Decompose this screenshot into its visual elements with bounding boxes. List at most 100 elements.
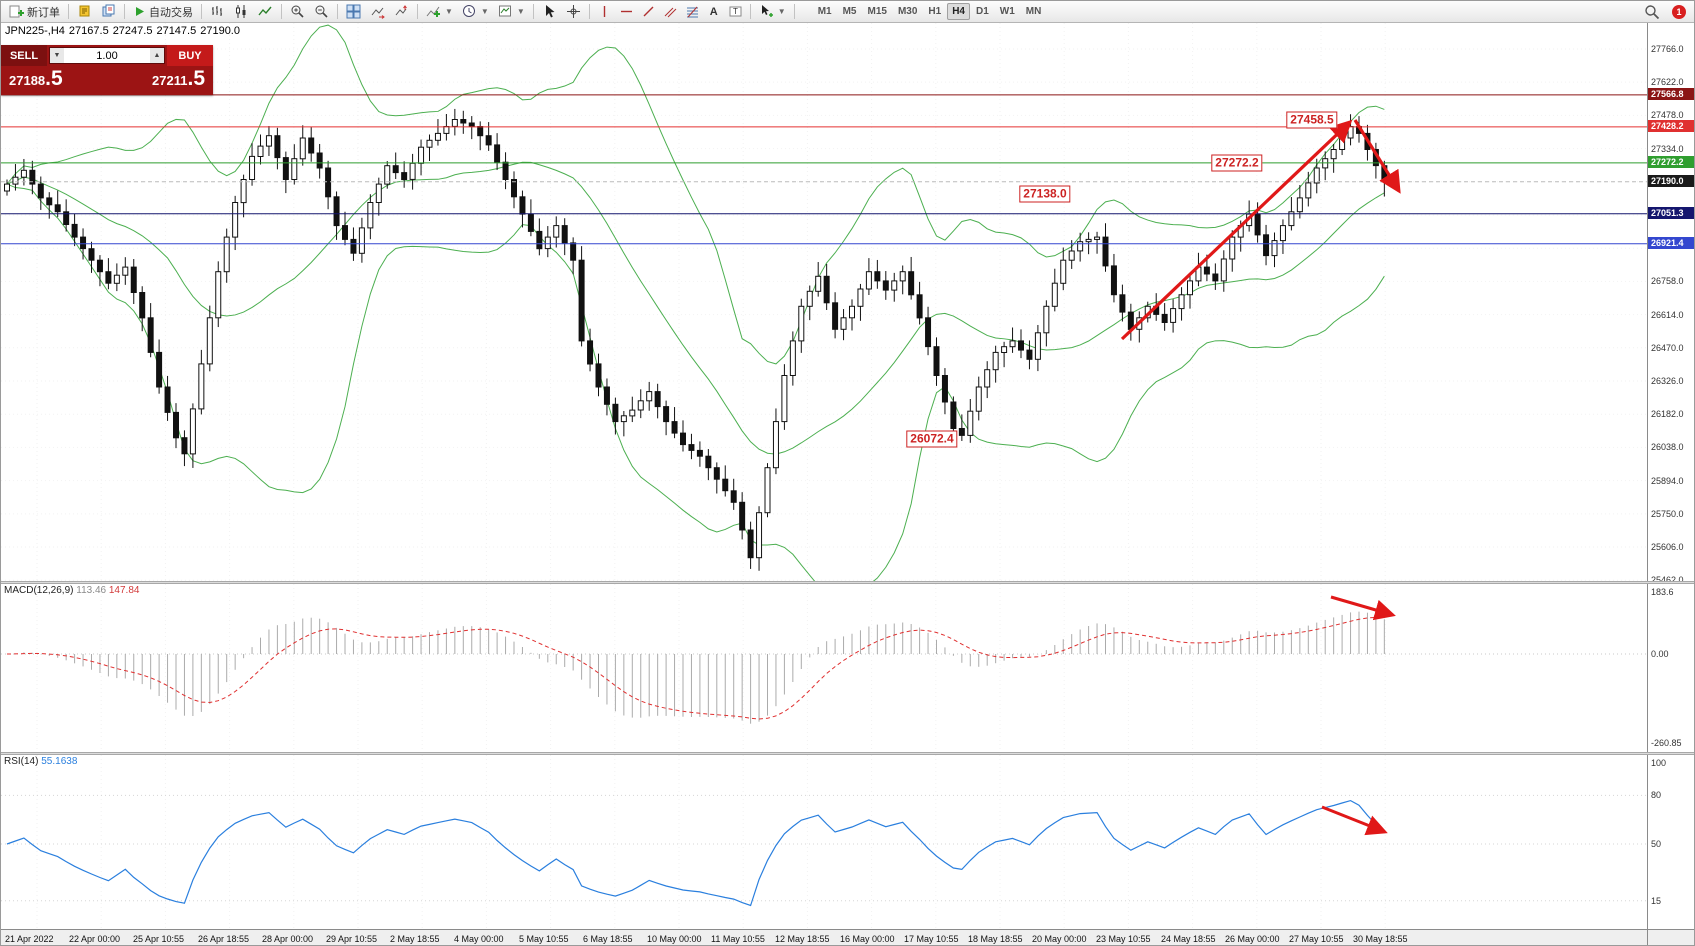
crosshair-button[interactable] (562, 3, 585, 21)
time-axis[interactable]: 21 Apr 2022 22 Apr 00:00 25 Apr 10:55 26 Ap… (1, 929, 1694, 945)
bollinger-middle (6, 161, 1385, 455)
tile-windows-icon (346, 4, 361, 19)
label-button[interactable]: T (725, 3, 746, 21)
timeframe-m15-button[interactable]: M15 (867, 6, 887, 17)
toolbar-separator (281, 4, 282, 19)
bollinger-upper (6, 24, 1385, 365)
time-label: 27 May 10:55 (1289, 934, 1344, 944)
search-button[interactable] (1640, 3, 1664, 21)
main-price-axis: 27766.0 27622.0 27478.0 27334.0 26758.0 26614… (1647, 23, 1694, 585)
price-annotation[interactable]: 27458.5 (1286, 111, 1338, 129)
vertical-line-icon (603, 6, 605, 17)
tile-windows-button[interactable] (342, 3, 365, 21)
price-axis-label: 25894.0 (1651, 476, 1684, 486)
timeframe-m5-button[interactable]: M5 (842, 6, 857, 17)
periods-clock-icon (462, 5, 475, 17)
main-chart-panel: 27458.5 27272.2 27138.0 26072.4 JPN225-,H4 2… (1, 23, 1694, 585)
time-label: 22 Apr 00:00 (69, 934, 121, 944)
panel-splitter[interactable] (1, 581, 1694, 584)
rsi-axis: 100 80 50 15 (1647, 755, 1694, 929)
price-axis-label: 26182.0 (1651, 409, 1684, 419)
dropdown-caret-icon: ▼ (777, 7, 786, 16)
candlestick-chart-icon (236, 5, 246, 18)
fibonacci-icon (686, 6, 698, 18)
price-axis-label: 25606.0 (1651, 542, 1684, 552)
price-annotation[interactable]: 26072.4 (906, 430, 958, 448)
buy-button[interactable]: BUY (167, 45, 213, 66)
rsi-canvas (1, 755, 1647, 929)
text-button[interactable]: A (709, 5, 718, 18)
cursor-icon (545, 5, 555, 18)
label-icon: T (729, 6, 742, 17)
svg-text:T: T (733, 7, 738, 16)
indicators-button[interactable]: ▼ (422, 3, 457, 21)
periods-button[interactable]: ▼ (458, 3, 493, 21)
price-annotation[interactable]: 27138.0 (1019, 185, 1071, 203)
main-chart-plot[interactable] (1, 23, 1647, 581)
timeframe-m30-button[interactable]: M30 (897, 6, 918, 17)
macd-axis: 183.6 0.00 -260.85 (1647, 584, 1694, 752)
templates-button[interactable]: ▼ (494, 3, 529, 21)
horizontal-line-button[interactable] (616, 3, 637, 21)
toolbar-separator (749, 4, 751, 19)
timeframe-h1-button[interactable]: H1 (928, 6, 942, 17)
autotrade-play-icon (136, 7, 144, 16)
volume-input[interactable] (64, 48, 150, 63)
bar-chart-button[interactable] (206, 3, 229, 21)
time-label: 28 Apr 00:00 (262, 934, 314, 944)
channel-button[interactable] (660, 3, 681, 21)
new-order-icon (9, 5, 24, 18)
dropdown-caret-icon: ▼ (480, 7, 489, 16)
notification-badge[interactable]: 1 (1672, 4, 1686, 19)
zoom-in-button[interactable] (286, 3, 309, 21)
timeframe-m1-button[interactable]: M1 (817, 6, 832, 17)
vertical-line-button[interactable] (594, 3, 615, 21)
price-axis-label: 26326.0 (1651, 376, 1684, 386)
candles-layer (4, 108, 1388, 571)
auto-trading-button[interactable]: 自动交易 (129, 3, 197, 21)
new-order-label: 新订单 (27, 6, 60, 19)
time-label: 21 Apr 2022 (5, 934, 54, 944)
fibonacci-button[interactable] (682, 3, 703, 21)
candlestick-chart-button[interactable] (230, 3, 253, 21)
crosshair-icon (566, 5, 580, 18)
timeframe-h4-button[interactable]: H4 (947, 3, 970, 20)
zoom-out-button[interactable] (310, 3, 333, 21)
line-chart-button[interactable] (254, 3, 277, 21)
rsi-plot[interactable] (1, 755, 1647, 929)
timeframe-mn-button[interactable]: MN (1025, 6, 1042, 17)
new-order-button[interactable]: 新订单 (5, 3, 64, 21)
macd-axis-label: 0.00 (1651, 649, 1669, 659)
auto-scroll-button[interactable] (366, 3, 389, 21)
timeframe-w1-button[interactable]: W1 (999, 6, 1015, 17)
shapes-button[interactable]: ▼ (755, 3, 790, 21)
buy-price[interactable]: 27211.5 (152, 67, 205, 90)
volume-decrease-button[interactable]: ▼ (50, 48, 64, 63)
panel-splitter[interactable] (1, 752, 1694, 755)
trendline-button[interactable] (638, 3, 659, 21)
timeframe-d1-button[interactable]: D1 (976, 6, 989, 17)
macd-plot[interactable] (1, 584, 1647, 752)
toolbar-separator (588, 4, 590, 19)
price-annotation[interactable]: 27272.2 (1211, 154, 1263, 172)
time-label: 2 May 18:55 (390, 934, 440, 944)
profiles-button[interactable] (97, 3, 120, 21)
profiles-icon (102, 4, 115, 17)
price-axis-label: 27622.0 (1651, 77, 1684, 87)
sell-price[interactable]: 27188.5 (9, 67, 63, 90)
scripts-button[interactable] (73, 3, 96, 21)
price-axis-label: 26614.0 (1651, 310, 1684, 320)
time-label: 26 May 00:00 (1225, 934, 1280, 944)
trend-arrow (1353, 119, 1401, 194)
cursor-button[interactable] (538, 3, 561, 21)
low-value: 27147.5 (156, 25, 197, 37)
time-label: 18 May 18:55 (968, 934, 1023, 944)
macd-signal-line (6, 616, 1385, 720)
time-label: 6 May 18:55 (583, 934, 633, 944)
sell-button[interactable]: SELL (1, 45, 47, 66)
time-label: 5 May 10:55 (519, 934, 569, 944)
price-badge: 27051.3 (1648, 207, 1694, 219)
one-click-trade-panel: SELL ▼ ▲ BUY 27188.5 27211.5 (1, 45, 213, 95)
volume-increase-button[interactable]: ▲ (150, 48, 164, 63)
chart-shift-button[interactable] (390, 3, 413, 21)
